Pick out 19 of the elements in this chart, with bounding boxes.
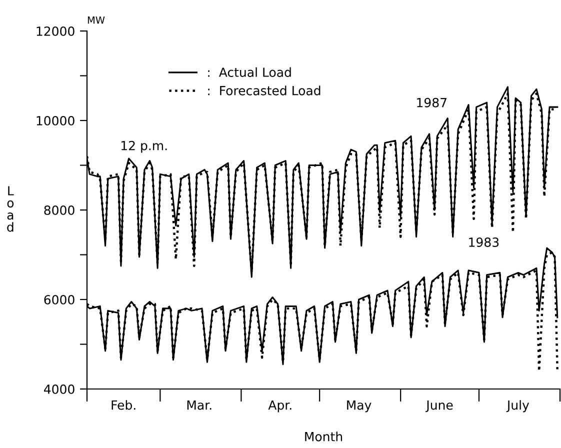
x-axis-title: Month: [305, 432, 342, 442]
x-tick-label: Feb.: [112, 400, 136, 410]
text: MW: [88, 16, 105, 24]
annotation: 12 p.m.: [121, 140, 167, 153]
y-tick-label: 10000: [36, 116, 74, 126]
annotation: 1983: [469, 238, 499, 247]
y-axis-title: Load: [7, 186, 14, 232]
x-tick-label: Apr.: [268, 400, 292, 412]
y-tick-label: 12000: [36, 26, 74, 36]
y-tick-label: 6000: [44, 294, 74, 304]
x-tick-label: May: [347, 400, 372, 412]
y-tick-label: 4000: [44, 384, 74, 394]
legend-label: : Forecasted Load: [208, 86, 320, 96]
x-tick-label: June: [426, 400, 453, 412]
y-tick-label: 8000: [44, 205, 74, 215]
x-tick-label: July: [506, 400, 530, 412]
annotation: 1987: [417, 98, 446, 108]
legend-label: : Actual Load: [208, 67, 291, 77]
x-tick-label: Mar.: [187, 400, 212, 410]
